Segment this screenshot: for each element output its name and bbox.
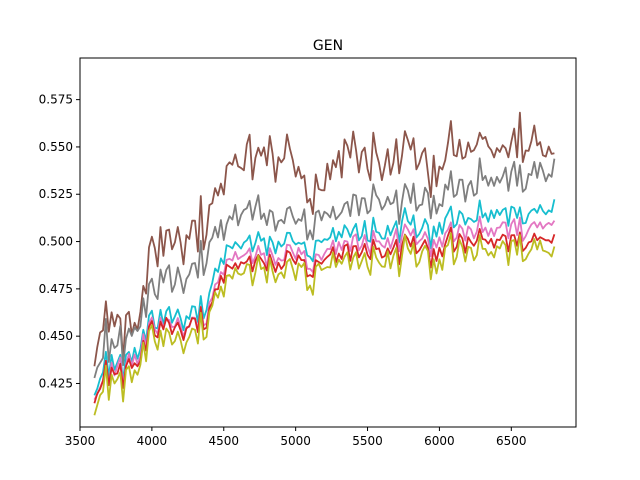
series-line-2	[93, 157, 556, 379]
y-tick-label: 0.425	[39, 376, 73, 390]
series-line-6	[93, 232, 556, 416]
x-tick-label: 6000	[424, 434, 455, 448]
chart-title: GEN	[313, 38, 343, 54]
y-tick-label: 0.525	[39, 187, 73, 201]
x-tick-label: 3500	[65, 434, 96, 448]
series-line-4	[93, 215, 556, 401]
y-tick-label: 0.475	[39, 282, 73, 296]
x-tick-label: 5500	[352, 434, 383, 448]
y-tick-label: 0.450	[39, 329, 73, 343]
series-layer	[93, 111, 556, 416]
x-tick-label: 4500	[208, 434, 239, 448]
series-line-3	[93, 199, 556, 396]
y-tick-label: 0.500	[39, 235, 73, 249]
series-line-5	[93, 226, 556, 404]
x-axis: 3500 4000 4500 5000 5500 6000 6500	[65, 427, 527, 448]
series-line-1	[93, 111, 555, 367]
y-tick-label: 0.575	[39, 93, 73, 107]
x-tick-label: 6500	[496, 434, 527, 448]
y-tick-label: 0.550	[39, 140, 73, 154]
y-axis: 0.425 0.450 0.475 0.500 0.525 0.550 0.575	[39, 93, 80, 390]
plot-frame	[79, 57, 577, 428]
x-tick-label: 5000	[280, 434, 311, 448]
x-tick-label: 4000	[137, 434, 168, 448]
